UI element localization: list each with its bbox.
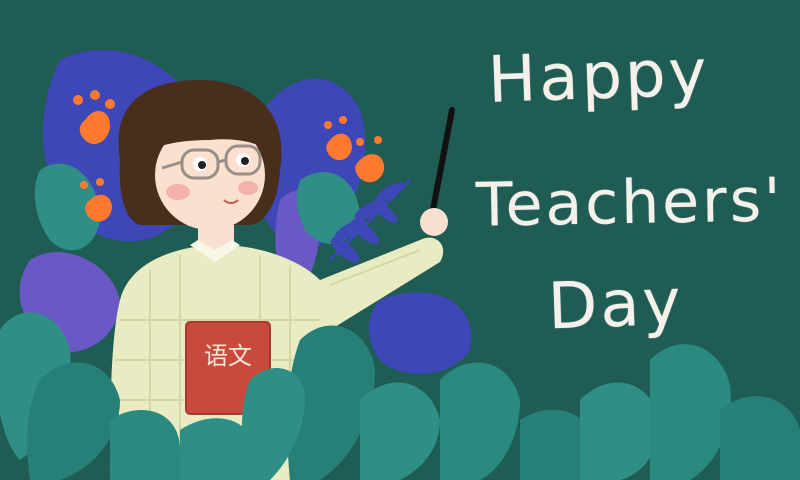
book-label: 语文	[204, 342, 252, 370]
fern-frond	[328, 178, 412, 263]
orange-flowers	[73, 90, 385, 222]
greeting-line-day: Day	[546, 265, 685, 345]
greeting-line-happy: Happy	[486, 36, 711, 118]
pointer-stick-icon	[429, 107, 455, 218]
front-foliage	[0, 312, 800, 480]
greeting-line-teachers: Teachers'	[475, 165, 785, 241]
